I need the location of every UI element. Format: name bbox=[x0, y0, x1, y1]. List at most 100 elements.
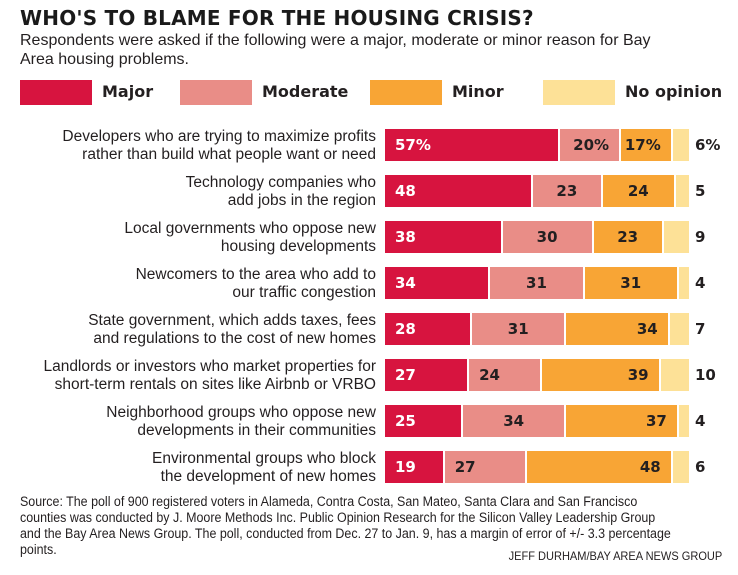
bar-segment-major: 34 bbox=[385, 267, 489, 299]
bar-segment-minor: 37 bbox=[564, 405, 677, 437]
bar-segment-moderate: 30 bbox=[500, 221, 592, 253]
bar-segment-moderate: 31 bbox=[470, 313, 565, 345]
data-label-minor: 48 bbox=[639, 458, 661, 476]
category-label-line: add jobs in the region bbox=[227, 192, 376, 209]
data-label-minor: 23 bbox=[617, 228, 639, 246]
chart-title: WHO'S TO BLAME FOR THE HOUSING CRISIS? bbox=[20, 6, 534, 30]
legend-swatch-minor bbox=[370, 80, 442, 105]
category-label: Landlords or investors who market proper… bbox=[43, 358, 376, 394]
bar-segment-moderate: 23 bbox=[530, 175, 601, 207]
bar-segment-minor: 39 bbox=[540, 359, 659, 391]
category-label: Local governments who oppose new housing … bbox=[124, 220, 376, 256]
data-label-major: 28 bbox=[395, 320, 416, 338]
data-label-no-opinion: 6 bbox=[695, 458, 706, 476]
bar-segment-no-opinion bbox=[676, 267, 689, 299]
data-label-no-opinion: 4 bbox=[695, 274, 706, 292]
category-label-line: Landlords or investors who market proper… bbox=[43, 358, 376, 375]
category-label-line: short-term rentals on sites like Airbnb … bbox=[54, 376, 376, 393]
category-label-line: and regulations to the cost of new homes bbox=[93, 330, 376, 347]
bar-segment-no-opinion bbox=[676, 405, 689, 437]
data-label-no-opinion: 4 bbox=[695, 412, 706, 430]
bar-segment-major: 48 bbox=[385, 175, 531, 207]
category-label: Technology companies who add jobs in the … bbox=[186, 174, 376, 210]
data-label-major: 34 bbox=[395, 274, 416, 292]
bar-segment-major: 38 bbox=[385, 221, 501, 253]
data-label-minor: 34 bbox=[636, 320, 658, 338]
category-label-line: developments in their communities bbox=[137, 422, 376, 439]
bar-segment-minor: 23 bbox=[591, 221, 662, 253]
data-label-major: 57% bbox=[395, 136, 431, 154]
bar-segment-no-opinion bbox=[667, 313, 689, 345]
category-label-line: the development of new homes bbox=[160, 468, 376, 485]
bar-segment-moderate: 34 bbox=[461, 405, 565, 437]
legend-swatch-moderate bbox=[180, 80, 252, 105]
category-label-line: our traffic congestion bbox=[232, 284, 376, 301]
bar-segment-major: 25 bbox=[385, 405, 461, 437]
bar-segment-moderate: 27 bbox=[442, 451, 525, 483]
data-label-moderate: 31 bbox=[507, 320, 529, 338]
data-label-minor: 37 bbox=[645, 412, 667, 430]
data-label-moderate: 24 bbox=[479, 366, 500, 384]
bar-segment-moderate: 31 bbox=[488, 267, 583, 299]
legend-label-major: Major bbox=[102, 82, 154, 101]
bar-segment-moderate: 20% bbox=[558, 129, 620, 161]
data-label-no-opinion: 5 bbox=[695, 182, 706, 200]
data-label-major: 19 bbox=[395, 458, 416, 476]
bar-segment-moderate: 24 bbox=[467, 359, 541, 391]
legend-label-minor: Minor bbox=[452, 82, 504, 101]
data-label-moderate: 31 bbox=[526, 274, 547, 292]
category-label: Newcomers to the area who add to our traf… bbox=[136, 266, 376, 302]
data-label-minor: 31 bbox=[620, 274, 642, 292]
category-label-line: State government, which adds taxes, fees bbox=[88, 312, 376, 329]
data-label-major: 25 bbox=[395, 412, 416, 430]
legend-label-moderate: Moderate bbox=[262, 82, 349, 101]
category-label: Neighborhood groups who oppose new develo… bbox=[106, 404, 376, 440]
credit-line: JEFF DURHAM/BAY AREA NEWS GROUP bbox=[508, 549, 722, 563]
bar-segment-major: 28 bbox=[385, 313, 471, 345]
data-label-major: 27 bbox=[395, 366, 416, 384]
legend-swatch-major bbox=[20, 80, 92, 105]
data-label-minor: 17% bbox=[624, 136, 661, 154]
category-label-line: Newcomers to the area who add to bbox=[135, 266, 376, 283]
data-label-no-opinion: 7 bbox=[695, 320, 706, 338]
bar-segment-minor: 17% bbox=[619, 129, 671, 161]
bar-segment-no-opinion bbox=[673, 175, 689, 207]
legend-label-no-opinion: No opinion bbox=[625, 82, 723, 101]
data-label-major: 38 bbox=[395, 228, 416, 246]
bar-segment-minor: 31 bbox=[582, 267, 677, 299]
data-label-minor: 39 bbox=[627, 366, 649, 384]
category-label-line: Developers who are trying to maximize pr… bbox=[62, 128, 376, 145]
category-label-line: Local governments who oppose new bbox=[124, 220, 376, 237]
data-label-no-opinion: 10 bbox=[695, 366, 716, 384]
data-label-moderate: 34 bbox=[503, 412, 525, 430]
category-label-line: Environmental groups who block bbox=[151, 450, 376, 467]
category-label-line: housing developments bbox=[220, 238, 376, 255]
category-label-line: Neighborhood groups who oppose new bbox=[106, 404, 376, 421]
category-label: State government, which adds taxes, fees… bbox=[88, 312, 376, 348]
bar-segment-no-opinion bbox=[670, 129, 689, 161]
bar-segment-major: 57% bbox=[385, 129, 559, 161]
category-label-line: rather than build what people want or ne… bbox=[82, 146, 376, 163]
category-label-line: Technology companies who bbox=[185, 174, 376, 191]
data-label-moderate: 30 bbox=[536, 228, 558, 246]
bar-segment-minor: 34 bbox=[564, 313, 668, 345]
bar-segment-minor: 48 bbox=[524, 451, 671, 483]
bar-segment-no-opinion bbox=[658, 359, 689, 391]
bar-segment-no-opinion bbox=[661, 221, 689, 253]
bar-segment-major: 27 bbox=[385, 359, 468, 391]
data-label-moderate: 20% bbox=[573, 136, 610, 154]
chart-subtitle: Respondents were asked if the following … bbox=[20, 32, 651, 68]
data-label-moderate: 23 bbox=[556, 182, 578, 200]
bar-segment-major: 19 bbox=[385, 451, 443, 483]
category-label: Environmental groups who block the develo… bbox=[152, 450, 376, 486]
bar-segment-no-opinion bbox=[670, 451, 689, 483]
bar-segment-minor: 24 bbox=[600, 175, 674, 207]
source-note: Source: The poll of 900 registered voter… bbox=[20, 494, 671, 557]
data-label-no-opinion: 9 bbox=[695, 228, 706, 246]
category-label: Developers who are trying to maximize pr… bbox=[62, 128, 376, 164]
legend-swatch-no-opinion bbox=[543, 80, 615, 105]
data-label-major: 48 bbox=[395, 182, 416, 200]
data-label-no-opinion: 6% bbox=[695, 136, 721, 154]
data-label-minor: 24 bbox=[627, 182, 649, 200]
data-label-moderate: 27 bbox=[454, 458, 476, 476]
